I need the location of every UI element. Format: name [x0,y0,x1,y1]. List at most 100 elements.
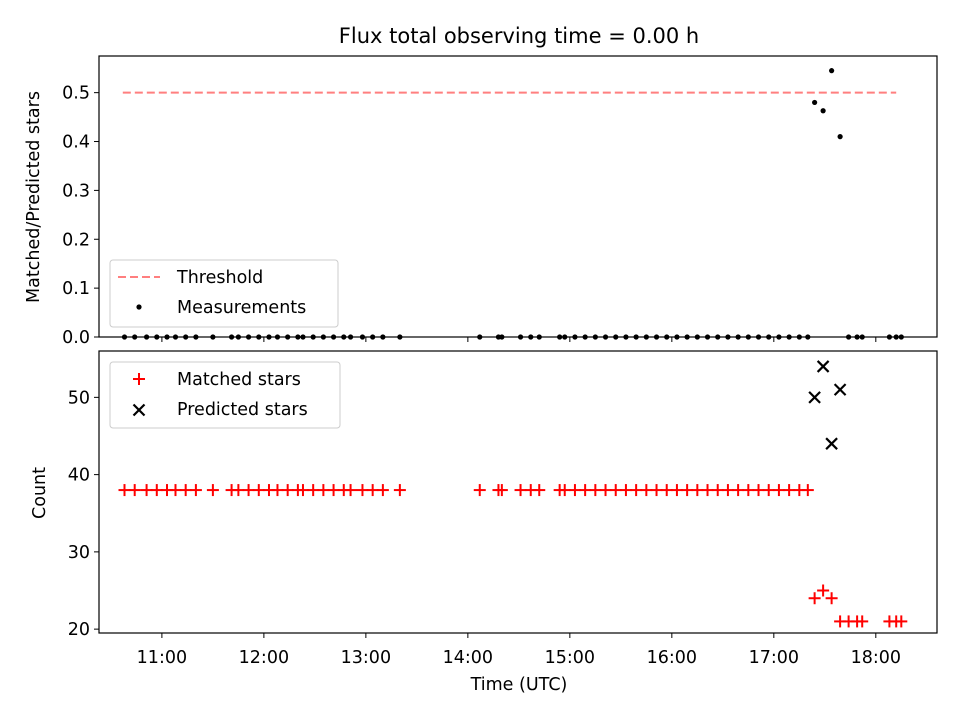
predicted-point [833,383,847,396]
matched-point [356,484,369,497]
matched-point [701,484,714,497]
x-axis-label: Time (UTC) [470,675,568,695]
measurement-point [837,134,843,140]
legend-predicted-label: Predicted stars [177,400,308,420]
bottom-y-tick-label: 20 [68,620,90,640]
matched-point [742,484,755,497]
matched-point [711,484,724,497]
matched-point [783,484,796,497]
top-y-tick-label: 0.5 [62,84,90,104]
legend-predicted-marker [132,403,146,417]
predicted-point [825,437,838,450]
matched-point [808,592,821,605]
matched-point [599,484,612,497]
top-y-axis-label: Matched/Predicted stars [24,91,44,303]
legend-threshold-label: Threshold [176,268,263,288]
matched-point [895,615,908,628]
matched-point [307,484,320,497]
matched-point [762,484,775,497]
matched-point [630,484,643,497]
matched-point [473,484,486,497]
predicted-point [816,360,830,373]
x-tick-label: 11:00 [137,648,187,668]
matched-point [609,484,622,497]
matched-point [169,484,182,497]
matched-point [681,484,694,497]
matched-point [344,484,357,497]
matched-point [589,484,602,497]
top-panel: Matched/Predicted stars Threshold Measur… [24,55,938,348]
bottom-legend-box [109,361,341,429]
x-tick-label: 18:00 [851,648,901,668]
matched-point [619,484,632,497]
x-tick-label: 16:00 [647,648,697,668]
matched-point [514,484,527,497]
matched-point [128,484,141,497]
legend-measurements-label: Measurements [177,298,306,318]
matched-point [825,592,838,605]
matched-point [232,484,245,497]
measurement-point [820,108,826,114]
bottom-y-tick-label: 50 [68,388,90,408]
chart-title: Flux total observing time = 0.00 h [339,24,699,48]
legend-matched-swatch [133,373,145,385]
bottom-plot-area [118,360,908,628]
top-y-tick-label: 0.4 [62,133,90,153]
predicted-point-b [825,437,838,450]
matched-point [721,484,734,497]
bottom-legend: Matched stars Predicted stars [109,361,341,429]
x-tick-label: 17:00 [749,648,799,668]
top-y-tick-label: 0.0 [62,328,90,348]
matched-point [281,484,294,497]
predicted-point [808,391,821,404]
predicted-point-b [808,391,821,404]
matched-point [752,484,765,497]
matched-point [856,615,869,628]
matched-point [691,484,704,497]
matched-point [650,484,663,497]
bottom-y-axis-label: Count [30,467,50,519]
matched-point [150,484,163,497]
matched-point [393,484,406,497]
matched-point [772,484,785,497]
bottom-axes-frame [98,350,938,634]
matched-point [242,484,255,497]
matched-point [568,484,581,497]
matched-point [118,484,131,497]
top-legend: Threshold Measurements [109,259,339,328]
legend-matched-label: Matched stars [177,370,301,390]
x-tick-label: 13:00 [341,648,391,668]
matched-point [189,484,202,497]
matched-point [376,484,389,497]
matched-point [558,484,571,497]
measurement-point [829,68,835,74]
predicted-point-b [816,360,830,373]
bottom-y-tick-label: 40 [68,466,90,486]
matched-point [670,484,683,497]
matched-point [533,484,546,497]
top-y-tick-label: 0.3 [62,181,90,201]
matched-point [271,484,284,497]
x-tick-label: 12:00 [239,648,289,668]
matched-point [495,484,508,497]
top-y-tick-label: 0.2 [62,230,90,250]
matched-point [366,484,379,497]
predicted-point-b [833,383,847,396]
legend-predicted-swatch [132,403,146,417]
top-legend-box [109,259,339,328]
matched-point [206,484,219,497]
matched-point [179,484,192,497]
measurement-point [812,99,818,106]
matched-point [579,484,592,497]
matched-point [640,484,653,497]
matched-point [801,484,814,497]
legend-predicted-marker-b [132,403,146,417]
matched-point [660,484,673,497]
matched-point [732,484,745,497]
x-tick-label: 14:00 [443,648,493,668]
matched-point [327,484,340,497]
matched-point [252,484,265,497]
matched-point [140,484,153,497]
